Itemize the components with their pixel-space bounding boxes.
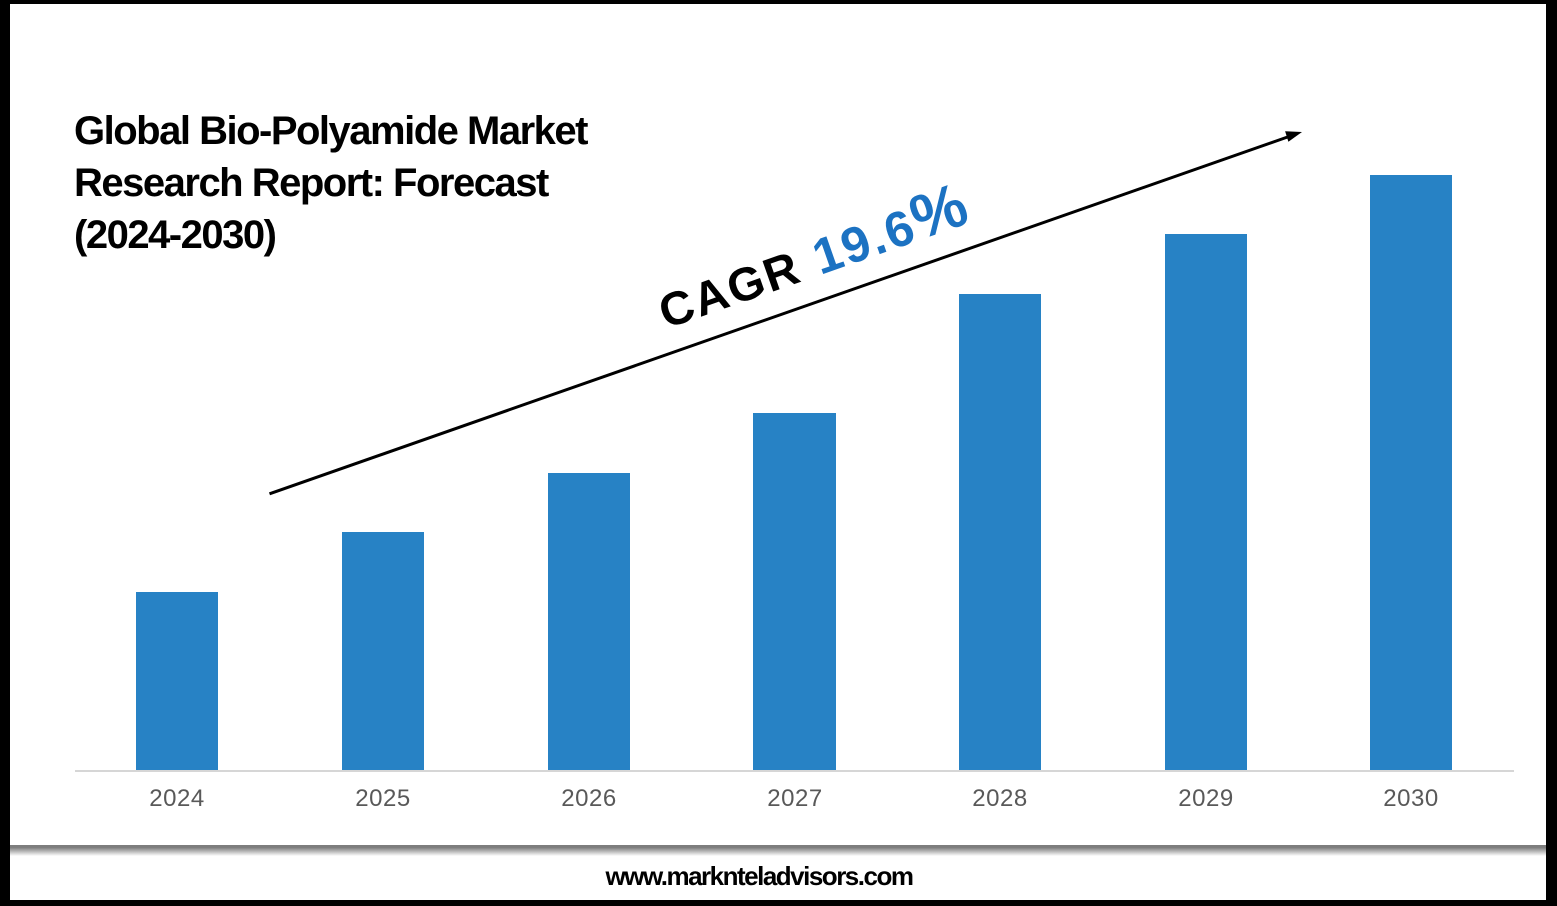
svg-text:CAGR 19.6%: CAGR 19.6% (648, 169, 978, 342)
